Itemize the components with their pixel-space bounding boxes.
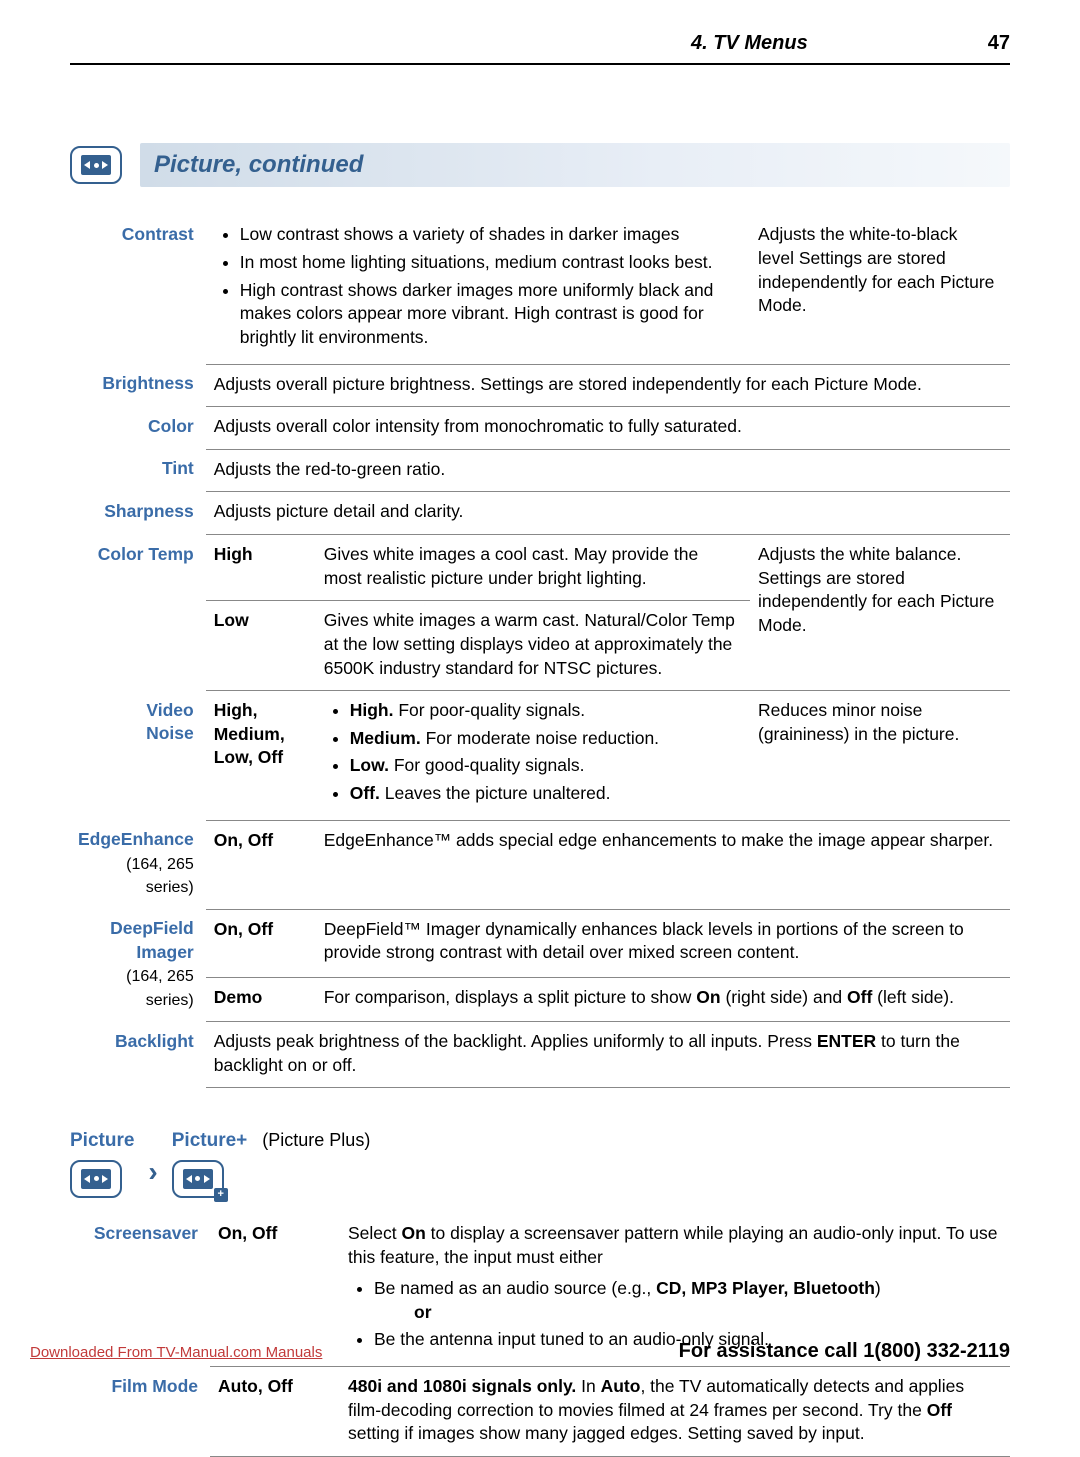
sharpness-text: Adjusts picture detail and clarity. [206,492,1010,535]
label-color: Color [70,407,206,450]
colortemp-side: Adjusts the white balance. Settings are … [750,535,1010,691]
row-contrast: Contrast Low contrast shows a variety of… [70,215,1010,364]
picture-icon [70,1160,122,1198]
colortemp-high-text: Gives white images a cool cast. May prov… [316,535,750,601]
edge-text: EdgeEnhance™ adds special edge enhanceme… [316,820,1010,909]
label-filmmode: Film Mode [70,1367,210,1457]
colortemp-high-opt: High [206,535,316,601]
contrast-bullet: Low contrast shows a variety of shades i… [240,223,738,247]
page-number: 47 [988,30,1010,57]
chapter-title: 4. TV Menus [691,30,808,57]
label-sharpness: Sharpness [70,492,206,535]
nav-pictureplus-sub: (Picture Plus) [262,1130,370,1150]
nav-pictureplus-label: Picture+ [172,1130,248,1151]
label-deepfield: DeepFieldImager(164, 265 series) [70,909,206,1022]
nav-picture-label: Picture [70,1128,134,1154]
colortemp-low-text: Gives white images a warm cast. Natural/… [316,601,750,691]
row-color: Color Adjusts overall color intensity fr… [70,407,1010,450]
row-colortemp-high: Color Temp High Gives white images a coo… [70,535,1010,601]
row-brightness: Brightness Adjusts overall picture brigh… [70,364,1010,407]
color-text: Adjusts overall color intensity from mon… [206,407,1010,450]
nav-path: Picture › Picture+ (Picture Plus) + [70,1128,1010,1198]
page-footer: Downloaded From TV-Manual.com Manuals Fo… [30,1338,1010,1365]
backlight-text: Adjusts peak brightness of the backlight… [206,1022,1010,1088]
footer-assistance: For assistance call 1(800) 332-2119 [679,1338,1010,1365]
section-banner: Picture, continued [70,143,1010,187]
edge-opt: On, Off [206,820,316,909]
deep-opt2: Demo [206,977,316,1021]
deep-text1: DeepField™ Imager dynamically enhances b… [316,909,1010,977]
settings-table-2: Screensaver On, Off Select On to display… [70,1214,1010,1457]
picture-plus-icon: + [172,1160,224,1198]
label-colortemp: Color Temp [70,535,206,691]
row-sharpness: Sharpness Adjusts picture detail and cla… [70,492,1010,535]
colortemp-low-opt: Low [206,601,316,691]
film-opt: Auto, Off [210,1367,340,1457]
deep-text2: For comparison, displays a split picture… [316,977,1010,1021]
chevron-right-icon: › [148,1135,157,1191]
row-tint: Tint Adjusts the red-to-green ratio. [70,449,1010,492]
section-title: Picture, continued [154,151,363,178]
row-deepfield-1: DeepFieldImager(164, 265 series) On, Off… [70,909,1010,977]
videonoise-desc: High. For poor-quality signals. Medium. … [316,691,750,821]
label-brightness: Brightness [70,364,206,407]
row-filmmode: Film Mode Auto, Off 480i and 1080i signa… [70,1367,1010,1457]
page-header: 4. TV Menus 47 [70,30,1010,65]
contrast-side: Adjusts the white-to-black level Setting… [750,215,1010,364]
row-deepfield-2: Demo For comparison, displays a split pi… [70,977,1010,1021]
film-text: 480i and 1080i signals only. In Auto, th… [340,1367,1010,1457]
label-edgeenhance: EdgeEnhance(164, 265 series) [70,820,206,909]
videonoise-side: Reduces minor noise (graininess) in the … [750,691,1010,821]
settings-table-1: Contrast Low contrast shows a variety of… [70,215,1010,1088]
picture-icon [70,146,122,184]
label-videonoise: VideoNoise [70,691,206,821]
row-edgeenhance: EdgeEnhance(164, 265 series) On, Off Edg… [70,820,1010,909]
label-contrast: Contrast [70,215,206,364]
deep-opt1: On, Off [206,909,316,977]
label-tint: Tint [70,449,206,492]
row-videonoise: VideoNoise High, Medium, Low, Off High. … [70,691,1010,821]
contrast-bullet: In most home lighting situations, medium… [240,251,738,275]
tint-text: Adjusts the red-to-green ratio. [206,449,1010,492]
row-backlight: Backlight Adjusts peak brightness of the… [70,1022,1010,1088]
contrast-bullet: High contrast shows darker images more u… [240,279,738,350]
brightness-text: Adjusts overall picture brightness. Sett… [206,364,1010,407]
label-backlight: Backlight [70,1022,206,1088]
footer-download-link[interactable]: Downloaded From TV-Manual.com Manuals [30,1343,322,1363]
videonoise-opts: High, Medium, Low, Off [206,691,316,821]
